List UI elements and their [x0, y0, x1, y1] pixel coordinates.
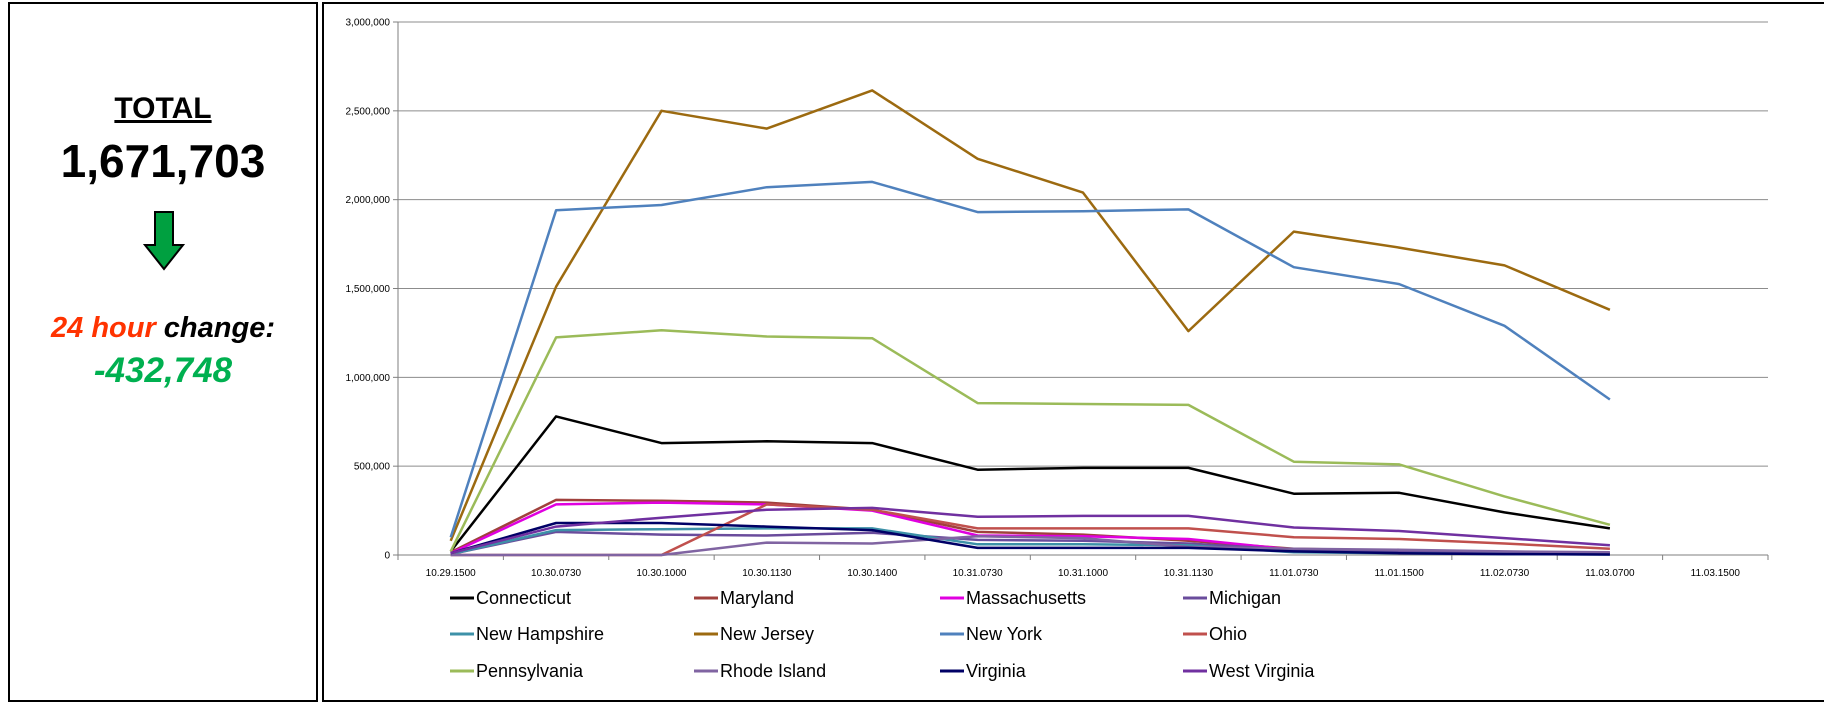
series-line-michigan	[450, 530, 1610, 556]
y-tick-label: 2,500,000	[346, 106, 391, 117]
series-line-virginia	[450, 521, 1610, 556]
total-value: 1,671,703	[60, 135, 266, 187]
x-tick-label: 10.31.1130	[1164, 568, 1214, 579]
x-tick-label: 11.01.1500	[1374, 568, 1424, 579]
y-tick-label: 500,000	[354, 462, 391, 473]
x-tick-label: 11.02.0730	[1480, 568, 1530, 579]
axis-layer: 0 500,000 1,000,000 1,500,000 2,000,000 2,500…	[346, 18, 1769, 579]
series-line-connecticut	[449, 415, 1611, 553]
y-tick-label: 1,000,000	[346, 373, 391, 384]
x-tick-label: 10.30.1130	[742, 568, 792, 579]
chart-panel: 0 500,000 1,000,000 1,500,000 2,000,000 2,500…	[322, 2, 1824, 702]
legend-label-connecticut: Connecticut	[476, 588, 571, 608]
x-tick-label: 10.31.0730	[953, 568, 1003, 579]
legend: Connecticut Maryland Massachusetts Michigan…	[450, 588, 1315, 681]
legend-label-maryland: Maryland	[720, 588, 794, 608]
legend-label-virginia: Virginia	[966, 661, 1027, 681]
change-value: -432,748	[93, 351, 233, 390]
change-label: 24 hour change:	[10, 312, 316, 345]
change-label-highlight: 24 hour	[51, 312, 156, 344]
legend-label-west-virginia: West Virginia	[1209, 661, 1315, 681]
total-label: TOTAL	[114, 92, 212, 125]
x-tick-label: 10.31.1000	[1058, 568, 1108, 579]
x-tick-label: 10.30.0730	[531, 568, 581, 579]
x-tick-label: 11.03.1500	[1691, 568, 1741, 579]
legend-label-rhode-island: Rhode Island	[720, 661, 826, 681]
x-tick-label: 11.03.0700	[1585, 568, 1635, 579]
legend-label-new-york: New York	[966, 624, 1043, 644]
dashboard: TOTAL 1,671,703 24 hour change: -432,748…	[8, 2, 1824, 702]
legend-label-massachusetts: Massachusetts	[966, 588, 1086, 608]
series-line-west-virginia	[450, 506, 1610, 555]
legend-label-new-jersey: New Jersey	[720, 624, 814, 644]
legend-label-ohio: Ohio	[1209, 624, 1247, 644]
x-tick-label: 10.30.1000	[636, 568, 686, 579]
x-tick-label: 11.01.0730	[1269, 568, 1319, 579]
y-tick-label: 3,000,000	[346, 18, 391, 29]
grid-layer	[398, 21, 1768, 467]
series-line-pennsylvania	[449, 329, 1611, 552]
series-layer	[449, 89, 1611, 557]
series-line-new-jersey	[449, 89, 1611, 542]
summary-panel: TOTAL 1,671,703 24 hour change: -432,748	[8, 2, 318, 702]
series-line-new-york	[449, 180, 1611, 538]
change-label-rest: change:	[155, 312, 275, 344]
y-tick-label: 2,000,000	[346, 195, 391, 206]
x-tick-label: 10.29.1500	[426, 568, 476, 579]
series-line-rhode-island	[450, 535, 1610, 557]
down-arrow-icon	[143, 211, 185, 271]
y-tick-label: 0	[384, 551, 390, 562]
outage-line-chart: 0 500,000 1,000,000 1,500,000 2,000,000 2,500…	[346, 18, 1769, 681]
legend-label-pennsylvania: Pennsylvania	[476, 661, 584, 681]
legend-label-michigan: Michigan	[1209, 588, 1281, 608]
x-tick-label: 10.30.1400	[847, 568, 897, 579]
y-tick-label: 1,500,000	[346, 284, 391, 295]
legend-label-new-hampshire: New Hampshire	[476, 624, 604, 644]
